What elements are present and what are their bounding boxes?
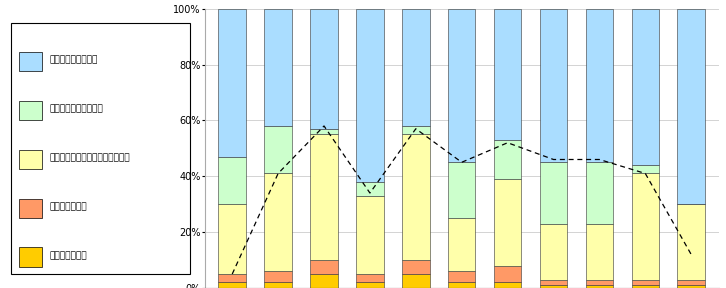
Bar — [494, 179, 521, 266]
Bar — [494, 266, 521, 283]
Bar — [402, 260, 430, 274]
Bar — [356, 274, 384, 283]
FancyBboxPatch shape — [19, 150, 41, 169]
FancyBboxPatch shape — [11, 22, 190, 274]
Bar — [677, 9, 705, 204]
Bar — [219, 283, 246, 288]
FancyBboxPatch shape — [19, 199, 41, 218]
Bar — [539, 285, 567, 288]
Bar — [677, 280, 705, 285]
Bar — [448, 283, 476, 288]
Bar — [264, 126, 292, 173]
Bar — [219, 9, 246, 157]
Bar — [402, 274, 430, 288]
Bar — [402, 126, 430, 134]
Bar — [310, 134, 338, 260]
Bar — [310, 129, 338, 134]
Text: どちらともいえない・わからない: どちらともいえない・わからない — [49, 154, 130, 163]
Bar — [356, 283, 384, 288]
Bar — [356, 182, 384, 196]
Bar — [494, 9, 521, 140]
Bar — [539, 162, 567, 224]
Bar — [632, 165, 659, 173]
Bar — [586, 224, 613, 280]
Bar — [539, 280, 567, 285]
Bar — [586, 9, 613, 162]
Bar — [586, 285, 613, 288]
Text: 全く利用したくない: 全く利用したくない — [49, 56, 97, 65]
Text: あまり利用したくない: あまり利用したくない — [49, 105, 103, 114]
Bar — [402, 134, 430, 260]
Bar — [264, 271, 292, 283]
Bar — [677, 204, 705, 280]
Bar — [264, 9, 292, 126]
Bar — [219, 157, 246, 204]
FancyBboxPatch shape — [19, 101, 41, 120]
Bar — [264, 173, 292, 271]
Bar — [310, 9, 338, 129]
Bar — [539, 9, 567, 162]
Text: ぜひ利用したい: ぜひ利用したい — [49, 251, 87, 260]
Bar — [586, 280, 613, 285]
Bar — [264, 283, 292, 288]
Text: まあ利用したい: まあ利用したい — [49, 202, 87, 211]
Bar — [632, 9, 659, 165]
Bar — [448, 9, 476, 162]
Bar — [632, 280, 659, 285]
Bar — [448, 218, 476, 271]
Bar — [448, 162, 476, 218]
Bar — [219, 204, 246, 274]
Bar — [539, 224, 567, 280]
Bar — [632, 173, 659, 280]
Bar — [402, 9, 430, 126]
Bar — [448, 271, 476, 283]
FancyBboxPatch shape — [19, 52, 41, 71]
Bar — [310, 260, 338, 274]
FancyBboxPatch shape — [19, 247, 41, 267]
Bar — [494, 140, 521, 179]
Bar — [494, 283, 521, 288]
Bar — [219, 274, 246, 283]
Bar — [310, 274, 338, 288]
Bar — [586, 162, 613, 224]
Bar — [677, 285, 705, 288]
Bar — [356, 196, 384, 274]
Bar — [632, 285, 659, 288]
Bar — [356, 9, 384, 182]
